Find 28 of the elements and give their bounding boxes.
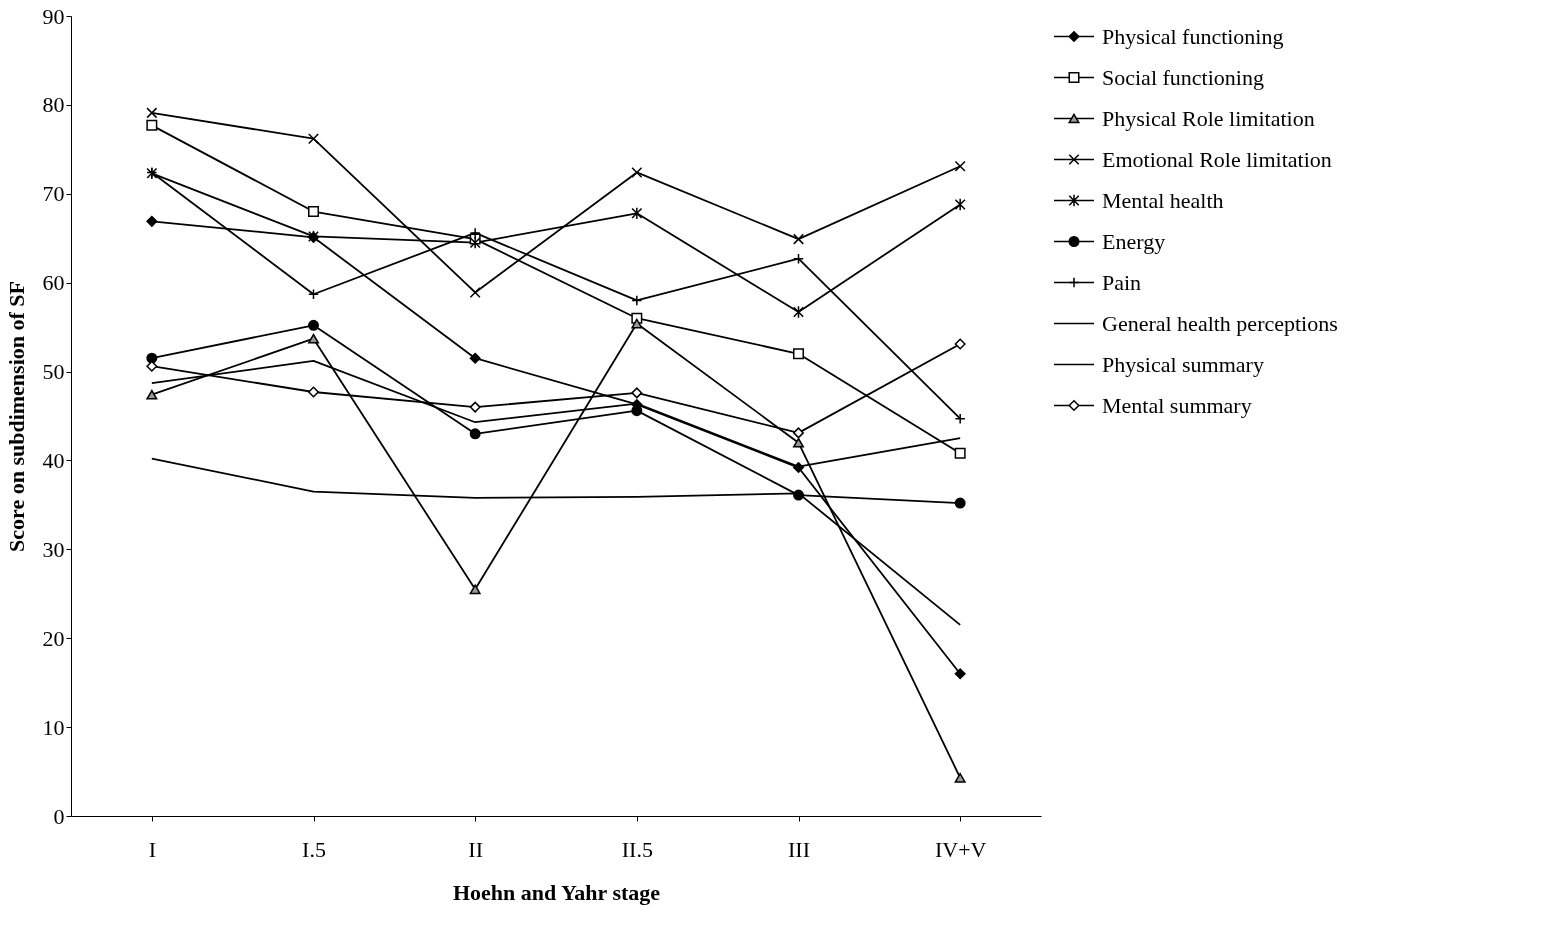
x-tick-label: I — [148, 836, 156, 862]
y-tick-label: 80 — [42, 92, 65, 118]
legend-label: Physical Role limitation — [1102, 105, 1315, 131]
x-tick-label: III — [788, 836, 810, 862]
x-axis-title: Hoehn and Yahr stage — [452, 879, 661, 905]
y-tick-label: 60 — [42, 270, 65, 296]
y-tick-label: 0 — [53, 803, 65, 829]
y-axis-title: Score on subdimension of SF — [3, 281, 29, 552]
legend-label: Physical functioning — [1102, 23, 1284, 49]
legend-label: Pain — [1102, 269, 1142, 295]
legend-label: Physical summary — [1102, 351, 1264, 377]
x-tick-label: I.5 — [302, 836, 326, 862]
y-tick-label: 30 — [42, 536, 65, 562]
x-tick-label: II — [468, 836, 483, 862]
x-tick-label: IV+V — [934, 836, 987, 862]
legend-label: Mental health — [1102, 187, 1224, 213]
y-tick-label: 50 — [42, 359, 65, 385]
legend-label: Emotional Role limitation — [1102, 146, 1332, 172]
y-tick-label: 40 — [42, 447, 65, 473]
legend-label: General health perceptions — [1102, 310, 1338, 336]
y-tick-label: 20 — [42, 625, 65, 651]
x-tick-label: II.5 — [621, 836, 653, 862]
y-tick-label: 10 — [42, 714, 65, 740]
legend-label: Mental summary — [1102, 392, 1252, 418]
legend-label: Energy — [1102, 228, 1166, 254]
y-tick-label: 90 — [42, 3, 65, 29]
y-tick-label: 70 — [42, 181, 65, 207]
legend-label: Social functioning — [1102, 64, 1264, 90]
